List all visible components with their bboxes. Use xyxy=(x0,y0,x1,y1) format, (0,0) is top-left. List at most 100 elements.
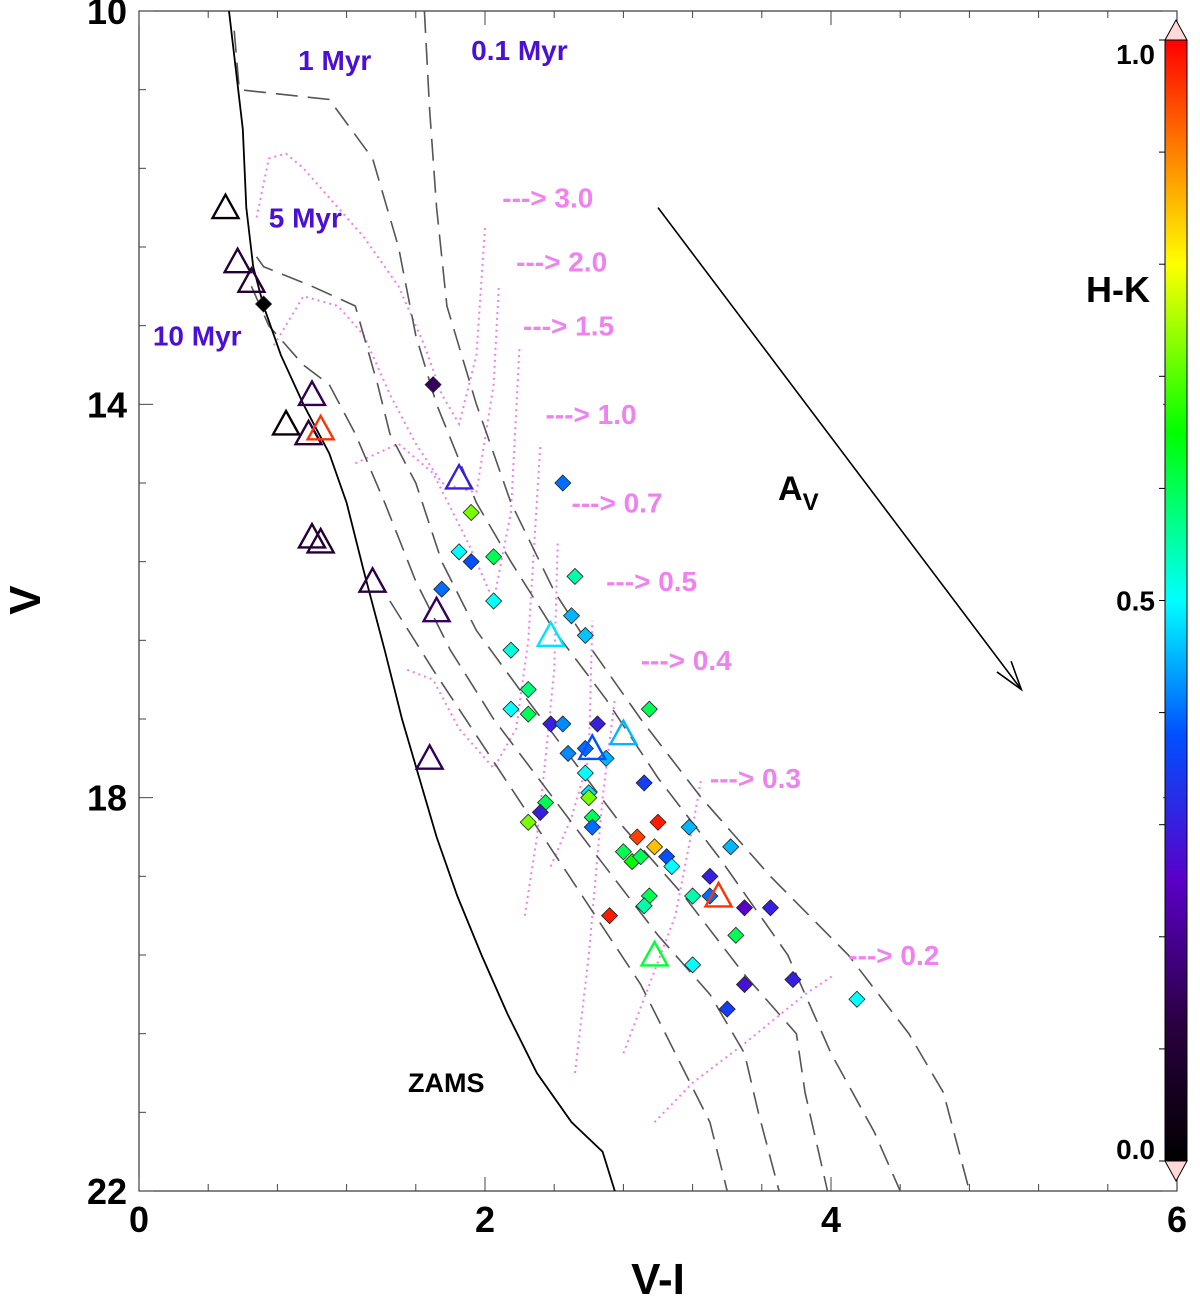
data-markers xyxy=(210,192,866,1018)
diamond-marker xyxy=(645,838,664,856)
mass-track-label: ---> 0.2 xyxy=(848,940,939,971)
diamond-marker xyxy=(576,626,594,644)
mass-track-line xyxy=(354,345,521,605)
diamond-marker xyxy=(450,543,468,561)
isochrone-line xyxy=(250,285,780,1191)
diamond-marker xyxy=(433,580,451,598)
diamond-marker xyxy=(640,700,658,718)
diamond-marker xyxy=(462,553,480,571)
diamond-marker xyxy=(701,867,719,885)
diamond-marker xyxy=(722,838,740,856)
x-tick-labels: 0 2 4 6 xyxy=(129,1199,1187,1240)
mass-track-label: ---> 0.5 xyxy=(606,566,697,597)
diamond-marker xyxy=(735,899,754,917)
triangle-marker xyxy=(639,939,670,967)
colorbar-max-cap xyxy=(1164,18,1188,41)
diamond-marker xyxy=(502,641,520,659)
mass-track-label: ---> 3.0 xyxy=(502,183,593,214)
isochrones xyxy=(233,11,971,1191)
triangle-marker xyxy=(210,192,241,220)
mass-track-label: ---> 0.7 xyxy=(572,488,663,519)
diamond-marker xyxy=(580,789,598,807)
diamond-marker xyxy=(583,818,601,836)
av-label: AV xyxy=(778,470,819,516)
mass-track-line xyxy=(273,286,500,495)
triangle-marker xyxy=(305,413,336,441)
reddening-vector xyxy=(657,207,1022,690)
diamond-marker xyxy=(628,828,646,846)
y-tick-label: 14 xyxy=(87,384,127,425)
diamond-marker xyxy=(485,548,503,566)
triangle-marker xyxy=(236,265,267,294)
isochrone-label: 5 Myr xyxy=(269,202,342,233)
y-tick-label: 22 xyxy=(87,1171,127,1212)
diamond-marker xyxy=(554,474,572,492)
diamond-marker xyxy=(649,813,667,831)
diamond-marker xyxy=(635,774,653,792)
triangle-marker xyxy=(296,521,328,549)
triangle-marker xyxy=(414,742,445,770)
isochrone-line xyxy=(233,30,901,1191)
diamond-marker xyxy=(519,813,537,831)
triangle-marker xyxy=(608,718,639,746)
zams-label: ZAMS xyxy=(408,1068,485,1098)
mass-track-line xyxy=(549,620,594,867)
diamond-marker xyxy=(531,803,549,821)
colorbar-label: H-K xyxy=(1086,269,1150,310)
diamond-marker xyxy=(761,899,780,917)
annotations: 0.1 Myr 1 Myr 5 Myr 10 Myr ---> 3.0 ---> 2.0 -… xyxy=(153,35,939,971)
y-tick-labels: 10 14 18 22 xyxy=(87,0,127,1212)
mass-track-line xyxy=(406,443,542,770)
colorbar-tick-label: 1.0 xyxy=(1116,39,1155,70)
triangle-marker xyxy=(271,408,302,436)
diamond-marker xyxy=(519,680,537,699)
mass-track-line xyxy=(622,777,703,1054)
x-tick-label: 2 xyxy=(475,1199,495,1240)
diamond-marker xyxy=(663,857,681,876)
y-tick-label: 18 xyxy=(87,778,127,819)
triangle-marker xyxy=(305,526,336,554)
diamond-marker xyxy=(632,848,650,866)
diamond-marker xyxy=(502,700,520,718)
triangle-marker xyxy=(535,619,566,648)
diamond-marker xyxy=(542,715,560,733)
diamond-marker xyxy=(554,715,572,733)
mass-track-label: ---> 2.0 xyxy=(516,247,607,278)
x-tick-label: 0 xyxy=(129,1199,149,1240)
isochrone-line xyxy=(389,600,728,1191)
diamond-marker xyxy=(254,295,273,313)
y-axis-label: V xyxy=(1,585,50,615)
isochrone-label: 1 Myr xyxy=(298,45,371,76)
diamond-marker xyxy=(735,975,754,994)
triangle-marker xyxy=(222,246,253,274)
diamond-marker xyxy=(614,843,632,861)
triangle-marker xyxy=(296,379,328,407)
diamond-marker xyxy=(562,607,581,625)
diamond-marker xyxy=(566,567,584,585)
diamond-marker xyxy=(684,956,702,974)
x-axis-label: V-I xyxy=(631,1255,685,1302)
triangle-marker xyxy=(357,565,388,593)
mass-track-label: ---> 1.5 xyxy=(523,311,614,342)
colorbar-ticks: 0.0 0.5 1.0 xyxy=(1116,39,1165,1165)
diamond-marker xyxy=(576,764,594,782)
diamond-marker xyxy=(718,1000,736,1018)
x-tick-label: 6 xyxy=(1167,1199,1187,1240)
reddening-vector-arrowhead xyxy=(996,661,1023,692)
mass-track-label: ---> 1.0 xyxy=(546,399,637,430)
diamond-marker xyxy=(684,887,702,905)
colorbar-min-cap xyxy=(1164,1160,1188,1183)
diamond-marker xyxy=(680,818,698,836)
diamond-marker xyxy=(485,592,503,610)
diamond-marker xyxy=(588,715,607,733)
mass-tracks xyxy=(255,152,836,1123)
triangle-marker xyxy=(293,418,324,446)
diamond-marker xyxy=(848,990,866,1008)
triangle-marker xyxy=(703,880,734,908)
diamond-marker xyxy=(727,926,745,944)
diamond-marker xyxy=(784,971,802,989)
diamond-marker xyxy=(519,705,537,723)
diamond-marker xyxy=(600,907,619,925)
diamond-marker xyxy=(559,744,577,762)
